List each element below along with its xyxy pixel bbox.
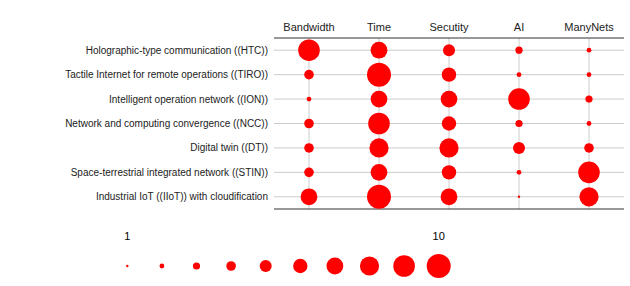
legend-bubble: [160, 264, 165, 269]
bubble: [442, 116, 456, 130]
bubble: [587, 48, 592, 53]
grid: [274, 38, 624, 209]
plot-border: [274, 209, 624, 210]
bubble: [371, 164, 388, 181]
column-label: Time: [367, 21, 391, 33]
bubble: [304, 143, 314, 153]
legend-bubble: [226, 261, 236, 271]
column-label: AI: [514, 21, 524, 33]
bubble: [517, 170, 522, 175]
bubble: [439, 138, 458, 157]
legend-label: 1: [124, 230, 130, 242]
bubble: [441, 91, 458, 108]
bubble: [304, 70, 314, 80]
legend-label: 10: [433, 230, 445, 242]
legend-bubble: [193, 262, 200, 269]
legend-bubble: [293, 259, 307, 273]
bubble: [371, 91, 388, 108]
bubble: [301, 188, 318, 205]
legend-bubble: [260, 260, 272, 272]
bubble: [584, 143, 594, 153]
chart: Bandwidth Time Secutity AI ManyNets Holograph…: [0, 0, 630, 286]
bubble: [369, 138, 388, 157]
legend-bubble: [327, 258, 344, 275]
bubble: [579, 187, 598, 206]
bubble: [442, 67, 456, 81]
bubble: [304, 168, 314, 178]
bubbles: [298, 39, 600, 208]
plot-border: [274, 38, 624, 39]
bubble: [508, 88, 530, 110]
bubble: [518, 196, 520, 198]
bubble: [307, 97, 312, 102]
bubble: [304, 119, 314, 129]
bubble: [513, 142, 525, 154]
column-label: ManyNets: [564, 21, 614, 33]
bubble: [367, 63, 391, 87]
bubble: [441, 188, 458, 205]
bubble: [515, 47, 522, 54]
bubble: [443, 44, 455, 56]
row-label: Holographic-type communication ((HTC)): [86, 45, 268, 56]
bubble: [367, 185, 391, 209]
legend-bubble: [427, 254, 451, 278]
column-label: Bandwidth: [283, 21, 334, 33]
row-label: Industrial IoT ((IIoT)) with cloudificat…: [96, 191, 268, 202]
row-label: Space-terrestrial integrated network ((S…: [71, 167, 268, 178]
bubble: [585, 95, 592, 102]
size-legend: 1 10: [124, 230, 450, 278]
legend-bubble: [126, 265, 128, 267]
legend-bubble: [393, 255, 415, 277]
bubble: [587, 121, 592, 126]
column-label: Secutity: [429, 21, 469, 33]
bubble: [371, 42, 388, 59]
row-label: Network and computing convergence ((NCC)…: [65, 118, 268, 129]
bubble: [442, 165, 456, 179]
row-label: Intelligent operation network ((ION)): [109, 94, 268, 105]
bubble: [587, 72, 592, 77]
row-label: Tactile Internet for remote operations (…: [65, 69, 268, 80]
bubble: [517, 72, 522, 77]
bubble: [298, 39, 320, 61]
bubble: [368, 113, 390, 135]
bubble: [515, 120, 522, 127]
bubble: [578, 162, 600, 184]
row-label: Digital twin ((DT)): [190, 142, 268, 153]
legend-bubble: [360, 256, 379, 275]
